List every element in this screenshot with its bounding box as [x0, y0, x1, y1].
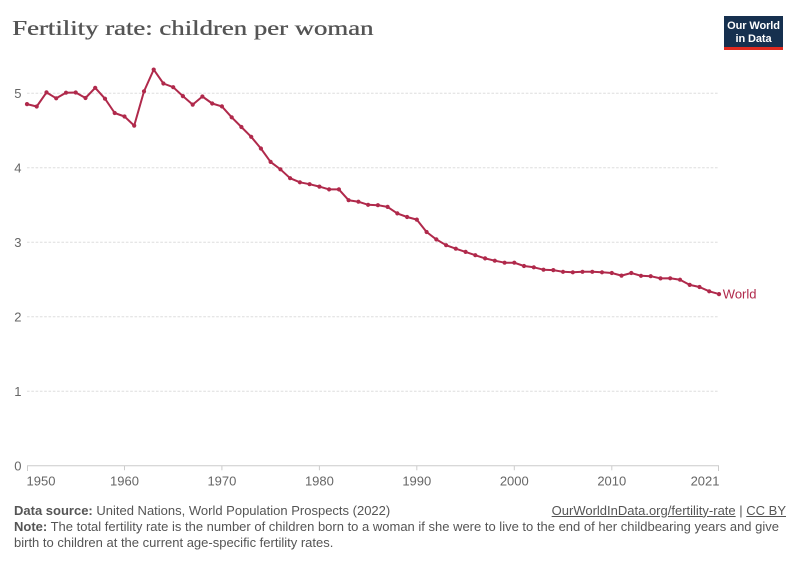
svg-text:World: World [723, 287, 757, 302]
svg-text:2021: 2021 [691, 474, 720, 489]
svg-text:3: 3 [14, 235, 21, 250]
svg-text:2: 2 [14, 309, 21, 324]
svg-text:1970: 1970 [207, 474, 236, 489]
svg-text:1990: 1990 [402, 474, 431, 489]
svg-text:2010: 2010 [597, 474, 626, 489]
svg-text:4: 4 [14, 160, 21, 175]
svg-text:5: 5 [14, 86, 21, 101]
svg-text:1: 1 [14, 384, 21, 399]
svg-text:0: 0 [14, 458, 21, 473]
svg-text:1960: 1960 [110, 474, 139, 489]
svg-text:2000: 2000 [500, 474, 529, 489]
svg-text:1980: 1980 [305, 474, 334, 489]
svg-text:1950: 1950 [27, 474, 56, 489]
